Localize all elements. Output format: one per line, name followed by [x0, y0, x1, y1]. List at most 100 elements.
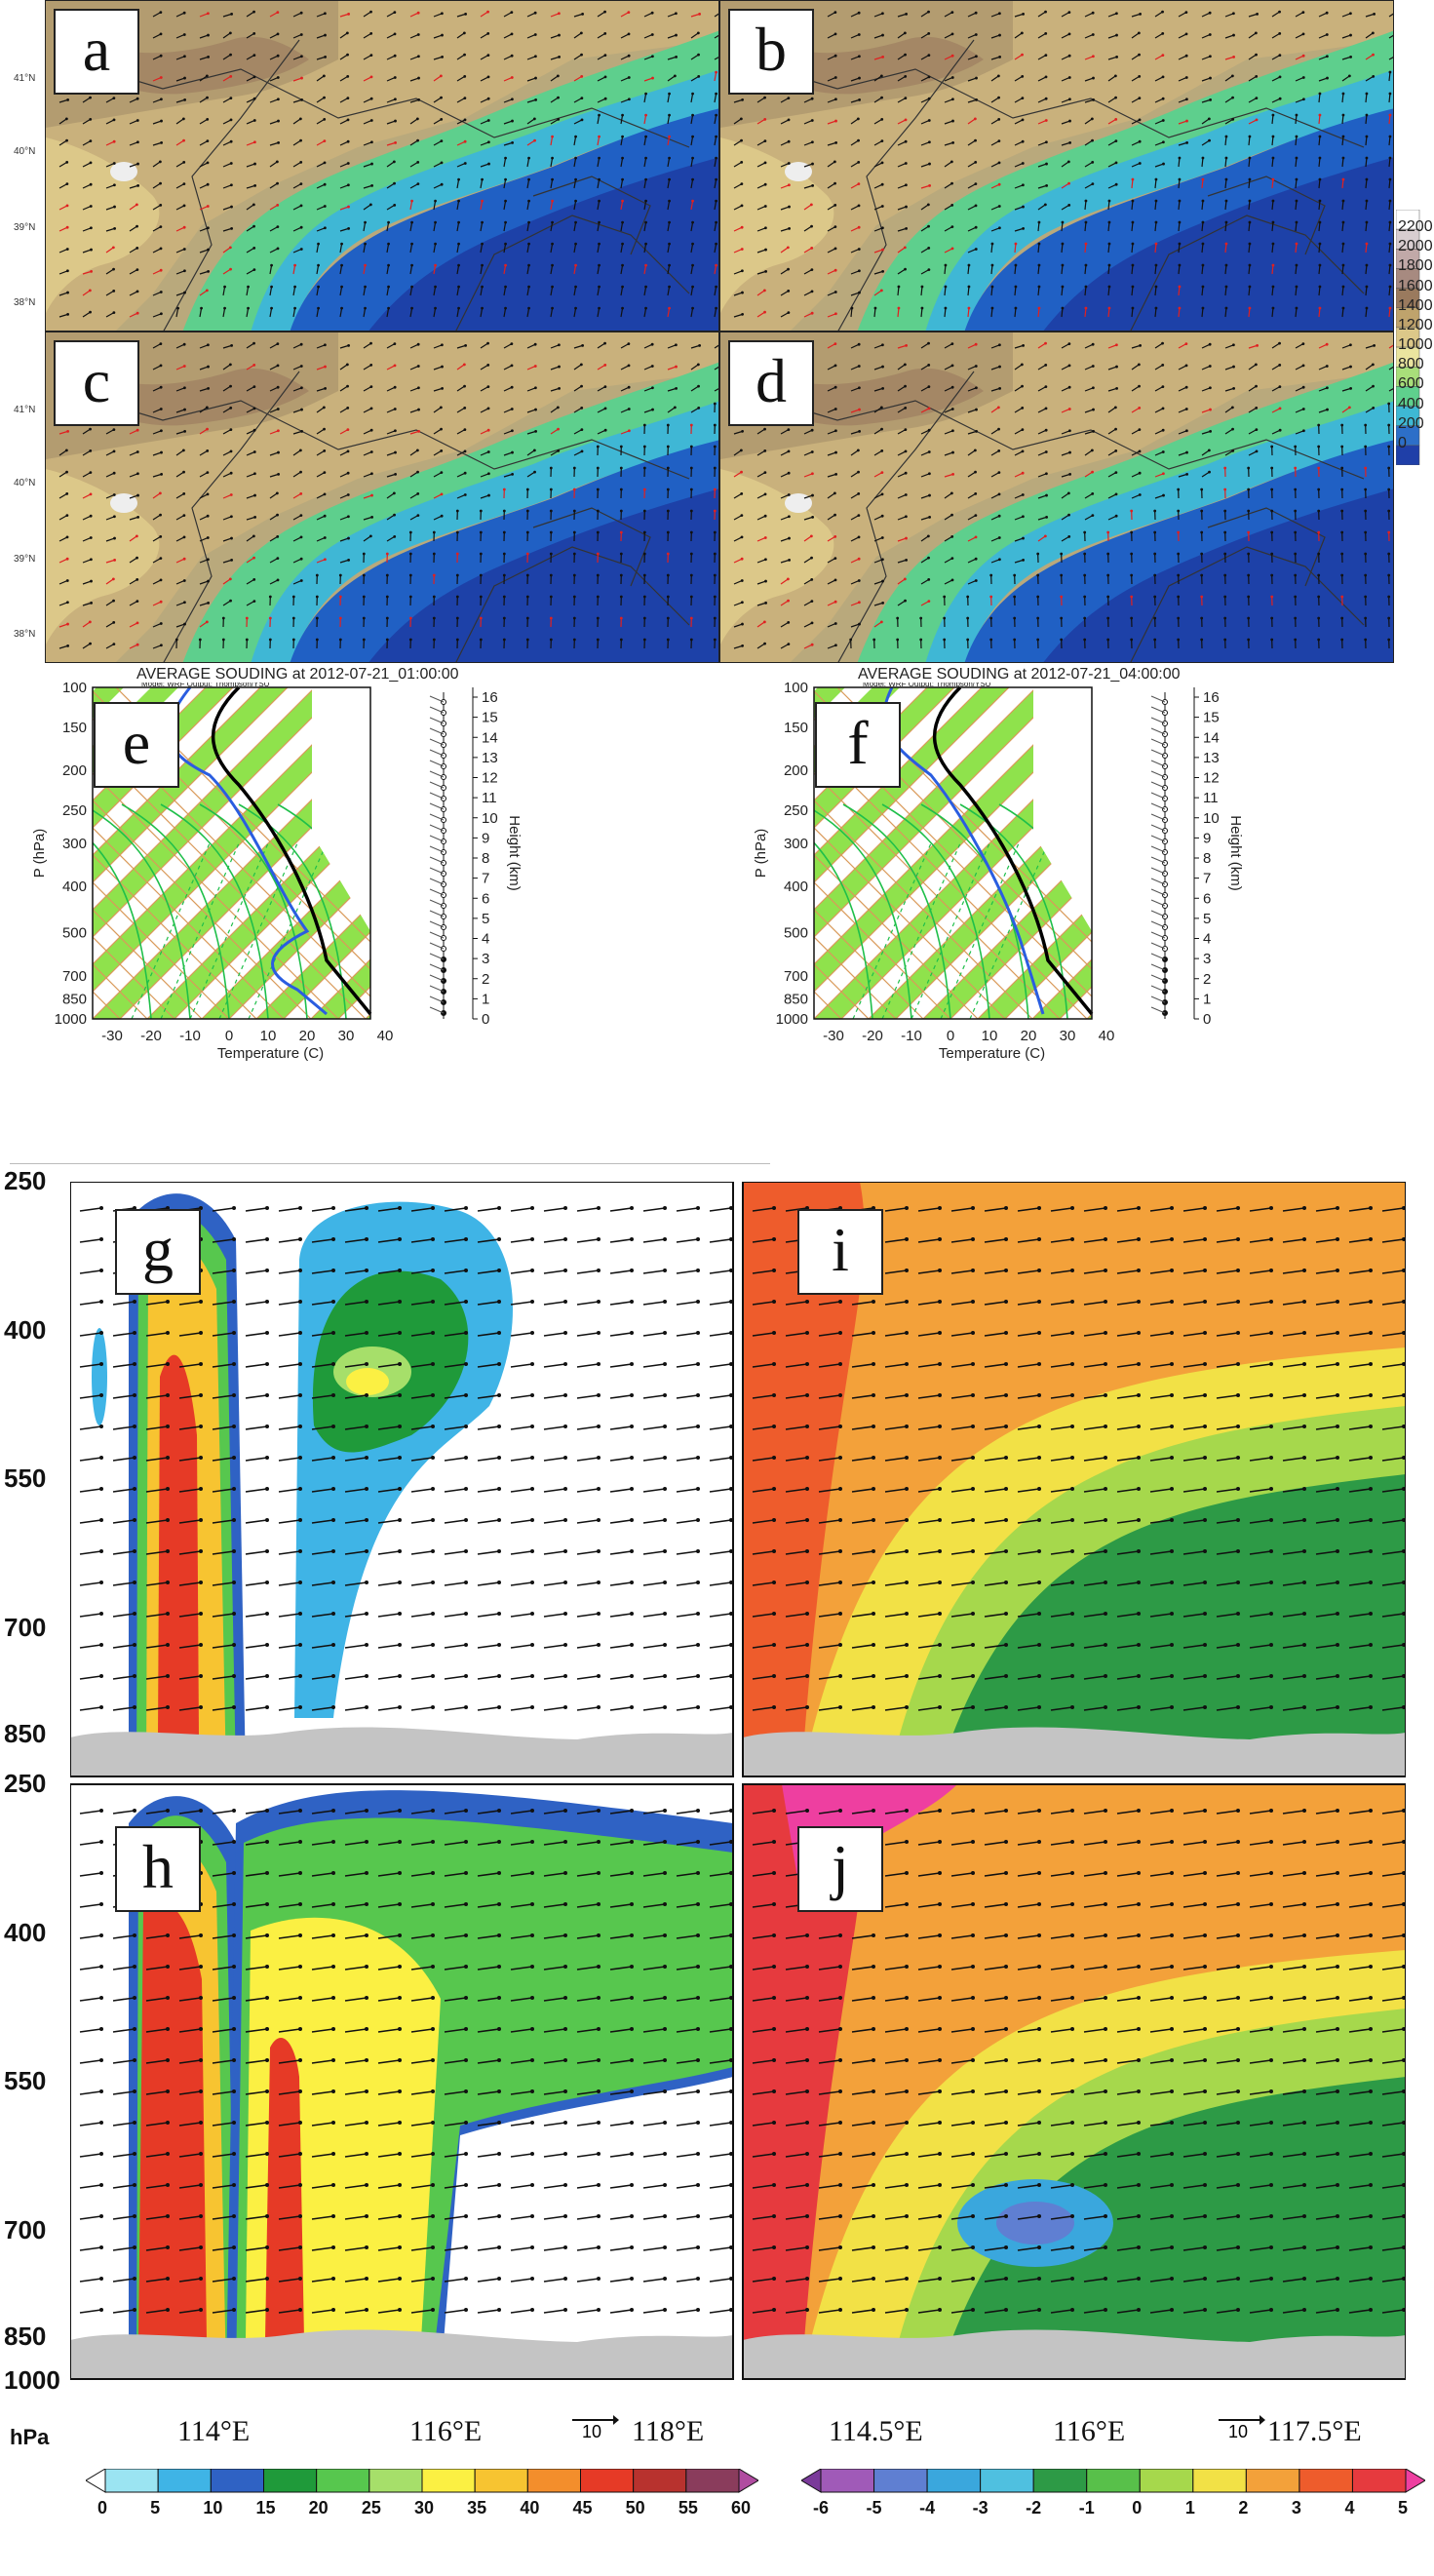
svg-text:-20: -20	[862, 1028, 883, 1044]
elevation-colorbar-graphic	[1395, 209, 1420, 466]
colorbar-tick-label: -5	[866, 2498, 882, 2517]
panel-letter-d: d	[728, 340, 814, 426]
svg-text:10: 10	[982, 1028, 998, 1044]
svg-text:6: 6	[482, 890, 489, 907]
elevation-colorbar-label: 1800	[1398, 257, 1433, 275]
svg-text:P (hPa): P (hPa)	[753, 829, 769, 878]
svg-text:1000: 1000	[776, 1011, 808, 1028]
svg-text:700: 700	[62, 968, 87, 985]
svg-text:-20: -20	[140, 1028, 162, 1044]
svg-text:4: 4	[482, 931, 489, 948]
svg-text:2: 2	[1203, 971, 1211, 988]
svg-text:7: 7	[1203, 871, 1211, 887]
svg-text:13: 13	[482, 750, 498, 766]
svg-text:10: 10	[482, 810, 498, 827]
colorbar-tick-label: 0	[97, 2498, 108, 2517]
lon-label-116: 116°E	[409, 2415, 483, 2447]
colorbar-tick-label: 1	[1184, 2498, 1195, 2517]
elevation-colorbar-label: 0	[1398, 434, 1407, 451]
svg-text:15: 15	[482, 710, 498, 726]
panel-letter-g: g	[115, 1209, 201, 1295]
colorbar-tick-label: -2	[1026, 2498, 1042, 2517]
svg-text:400: 400	[784, 878, 808, 895]
skewt-panel-e: 0 1 2 3 4 5 6 7 8 9 10 11 12 13 14 15 16 Height (km) 100 15…	[0, 680, 717, 1116]
elevation-colorbar-label: 2000	[1398, 238, 1433, 255]
colorbar-tick-label: 10	[203, 2498, 223, 2517]
panel-letter-h: h	[115, 1826, 201, 1912]
svg-text:5: 5	[482, 911, 489, 927]
terrain-map-a-graphic	[46, 1, 718, 331]
svg-text:850: 850	[784, 992, 808, 1008]
svg-text:16: 16	[482, 689, 498, 706]
elevation-colorbar-label: 1200	[1398, 316, 1433, 333]
svg-text:200: 200	[62, 762, 87, 779]
svg-text:150: 150	[62, 720, 87, 736]
colorbar-tick-label: 15	[255, 2498, 276, 2517]
terrain-map-panel-b: b	[719, 0, 1394, 332]
anomaly-colorbar	[800, 2468, 1426, 2498]
svg-text:2: 2	[482, 971, 489, 988]
colorbar-tick-label: 40	[520, 2498, 540, 2517]
pressure-tick-label: 250	[4, 1166, 47, 1195]
svg-text:-10: -10	[179, 1028, 201, 1044]
svg-text:12: 12	[1203, 770, 1220, 787]
svg-text:500: 500	[784, 925, 808, 942]
terrain-map-panel-a: a	[45, 0, 719, 332]
terrain-map-b-graphic	[720, 1, 1393, 331]
reference-vector-label-left: 10	[582, 2422, 602, 2441]
colorbar-tick-label: 4	[1344, 2498, 1355, 2517]
svg-text:40: 40	[1099, 1028, 1115, 1044]
panel-letter-a: a	[54, 9, 139, 95]
elevation-colorbar-label: 1000	[1398, 336, 1433, 354]
svg-text:1000: 1000	[55, 1011, 87, 1028]
svg-text:6: 6	[1203, 890, 1211, 907]
svg-text:11: 11	[1203, 790, 1219, 806]
colorbar-tick-label: 60	[731, 2498, 752, 2517]
svg-text:40: 40	[377, 1028, 394, 1044]
pressure-tick-label: 550	[4, 1464, 47, 1493]
lat-label-38-c: 38°N	[14, 629, 36, 640]
lon-label-118: 118°E	[632, 2415, 705, 2447]
svg-text:150: 150	[784, 720, 808, 736]
svg-text:-10: -10	[901, 1028, 922, 1044]
svg-text:-30: -30	[101, 1028, 123, 1044]
panel-letter-b: b	[728, 9, 814, 95]
divider-line	[10, 1163, 770, 1164]
svg-text:Model: WRF Output: Thompson/Y: Model: WRF Output: Thompson/YSU	[141, 683, 270, 688]
cross-section-grid	[69, 1181, 1407, 2412]
svg-text:14: 14	[482, 729, 498, 746]
svg-text:Temperature (C): Temperature (C)	[217, 1045, 324, 1062]
colorbar-tick-label: -6	[813, 2498, 830, 2517]
lon-label-117-5: 117.5°E	[1267, 2415, 1362, 2447]
svg-text:8: 8	[1203, 850, 1211, 867]
colorbar-tick-label: 5	[150, 2498, 161, 2517]
pressure-tick-label: 400	[4, 1917, 47, 1947]
reference-arrow-left-icon	[572, 2415, 619, 2425]
colorbar-tick-label: 55	[678, 2498, 698, 2517]
svg-text:P (hPa): P (hPa)	[31, 829, 48, 878]
colorbar-tick-label: 50	[625, 2498, 645, 2517]
lat-label-38-a: 38°N	[14, 297, 36, 308]
lon-label-114-5: 114.5°E	[829, 2415, 923, 2447]
elevation-colorbar-label: 1600	[1398, 277, 1433, 294]
panel-letter-j: j	[797, 1826, 883, 1912]
colorbar-tick-label: 3	[1291, 2498, 1301, 2517]
reflectivity-colorbar-graphic	[85, 2468, 759, 2493]
pressure-tick-label: 1000	[4, 2365, 60, 2395]
svg-text:400: 400	[62, 878, 87, 895]
svg-text:30: 30	[338, 1028, 355, 1044]
panel-letter-c: c	[54, 340, 139, 426]
svg-text:100: 100	[62, 683, 87, 696]
pressure-tick-label: 850	[4, 2322, 47, 2352]
elevation-colorbar	[1395, 209, 1427, 466]
panel-letter-f: f	[815, 702, 901, 788]
elevation-colorbar-label: 1400	[1398, 296, 1433, 314]
reference-vector-right: 10	[1217, 2410, 1265, 2441]
colorbar-tick-label: -4	[919, 2498, 936, 2517]
lat-label-41-c: 41°N	[14, 405, 36, 415]
pressure-tick-label: 700	[4, 2214, 47, 2244]
colorbar-tick-label: 45	[572, 2498, 593, 2517]
svg-text:12: 12	[482, 770, 498, 787]
svg-text:500: 500	[62, 925, 87, 942]
